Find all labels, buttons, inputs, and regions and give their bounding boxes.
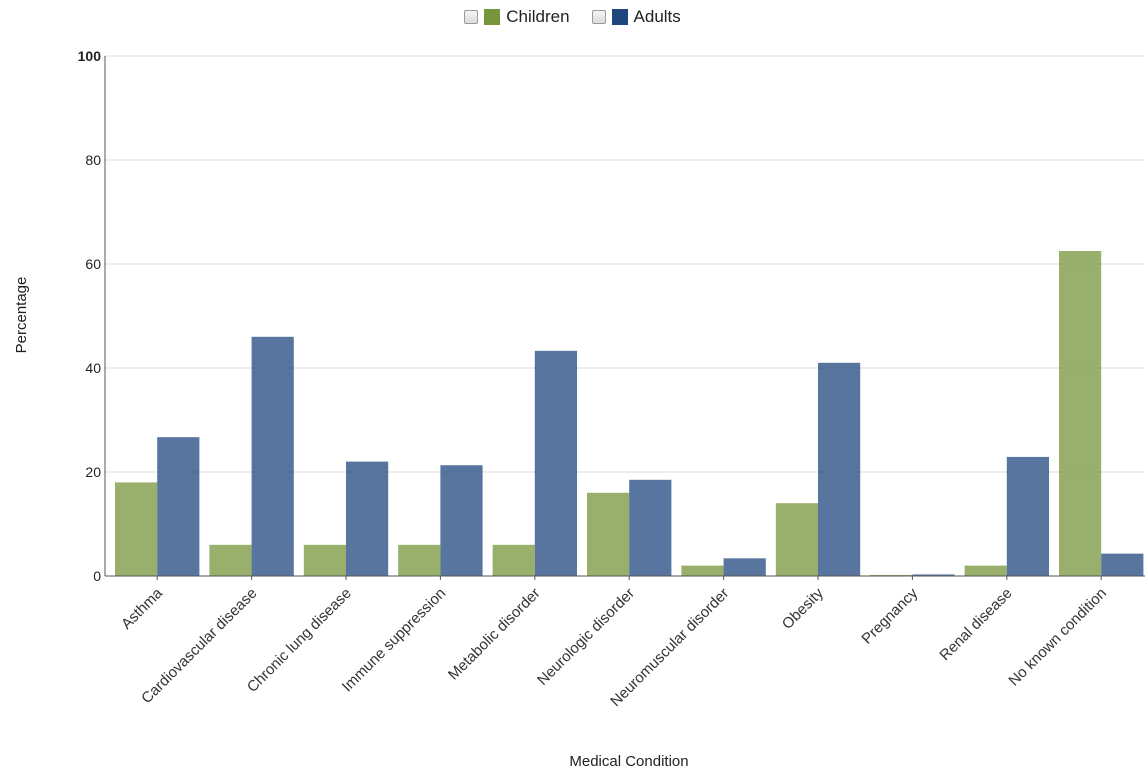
x-tick-label: No known condition bbox=[1005, 585, 1110, 690]
bar-children-neuromuscular-disorder[interactable] bbox=[681, 565, 724, 576]
bars bbox=[115, 251, 1144, 576]
bar-adults-neurologic-disorder[interactable] bbox=[629, 479, 672, 576]
bar-children-metabolic-disorder[interactable] bbox=[492, 544, 535, 576]
legend-item-children[interactable]: Children bbox=[464, 7, 570, 27]
bar-children-neurologic-disorder[interactable] bbox=[587, 492, 630, 576]
bar-adults-cardiovascular-disease[interactable] bbox=[251, 336, 294, 576]
bar-adults-immune-suppression[interactable] bbox=[440, 465, 483, 576]
y-tick-label: 100 bbox=[78, 48, 102, 64]
axes bbox=[104, 56, 1145, 577]
x-tick-label: Chronic lung disease bbox=[244, 585, 355, 696]
bar-adults-asthma[interactable] bbox=[157, 437, 200, 576]
bar-children-immune-suppression[interactable] bbox=[398, 544, 441, 576]
bar-adults-neuromuscular-disorder[interactable] bbox=[723, 558, 766, 576]
bar-adults-obesity[interactable] bbox=[818, 362, 861, 576]
x-tick-label: Pregnancy bbox=[858, 584, 921, 647]
bar-children-obesity[interactable] bbox=[775, 503, 818, 576]
x-tick-label: Renal disease bbox=[936, 585, 1015, 664]
y-axis-ticks: 0 20 40 60 80 100 bbox=[78, 48, 102, 584]
y-tick-label: 0 bbox=[93, 568, 101, 584]
y-tick-label: 20 bbox=[85, 464, 101, 480]
legend-swatch bbox=[611, 9, 628, 25]
bar-adults-renal-disease[interactable] bbox=[1006, 456, 1049, 576]
legend-label: Children bbox=[506, 7, 570, 26]
bar-adults-chronic-lung-disease[interactable] bbox=[346, 461, 389, 576]
bar-adults-pregnancy[interactable] bbox=[912, 574, 955, 576]
legend-item-adults[interactable]: Adults bbox=[591, 7, 681, 27]
bar-children-asthma[interactable] bbox=[115, 482, 158, 576]
x-tick-label: Asthma bbox=[118, 584, 166, 632]
y-axis-title: Percentage bbox=[13, 277, 30, 354]
legend-label: Adults bbox=[633, 7, 681, 26]
y-tick-label: 80 bbox=[85, 152, 101, 168]
bar-children-pregnancy[interactable] bbox=[870, 574, 913, 576]
y-tick-label: 60 bbox=[85, 256, 101, 272]
bar-children-cardiovascular-disease[interactable] bbox=[209, 544, 252, 576]
x-tick-label: Metabolic disorder bbox=[445, 585, 544, 684]
y-tick-label: 40 bbox=[85, 360, 101, 376]
x-axis-title: Medical Condition bbox=[569, 753, 688, 770]
legend-checkbox-children[interactable] bbox=[464, 10, 479, 24]
legend-swatch bbox=[484, 9, 501, 25]
bar-children-chronic-lung-disease[interactable] bbox=[303, 544, 346, 576]
chart-legend: Children Adults bbox=[0, 5, 1145, 29]
bar-adults-no-known-condition[interactable] bbox=[1101, 553, 1144, 576]
x-tick-label: Obesity bbox=[779, 584, 827, 632]
bar-children-no-known-condition[interactable] bbox=[1059, 251, 1102, 576]
x-tick-label: Neurologic disorder bbox=[534, 585, 638, 689]
legend-checkbox-adults[interactable] bbox=[591, 10, 606, 24]
bar-children-renal-disease[interactable] bbox=[964, 565, 1007, 576]
bar-adults-metabolic-disorder[interactable] bbox=[534, 350, 577, 576]
x-tick-label: Immune suppression bbox=[339, 585, 449, 695]
